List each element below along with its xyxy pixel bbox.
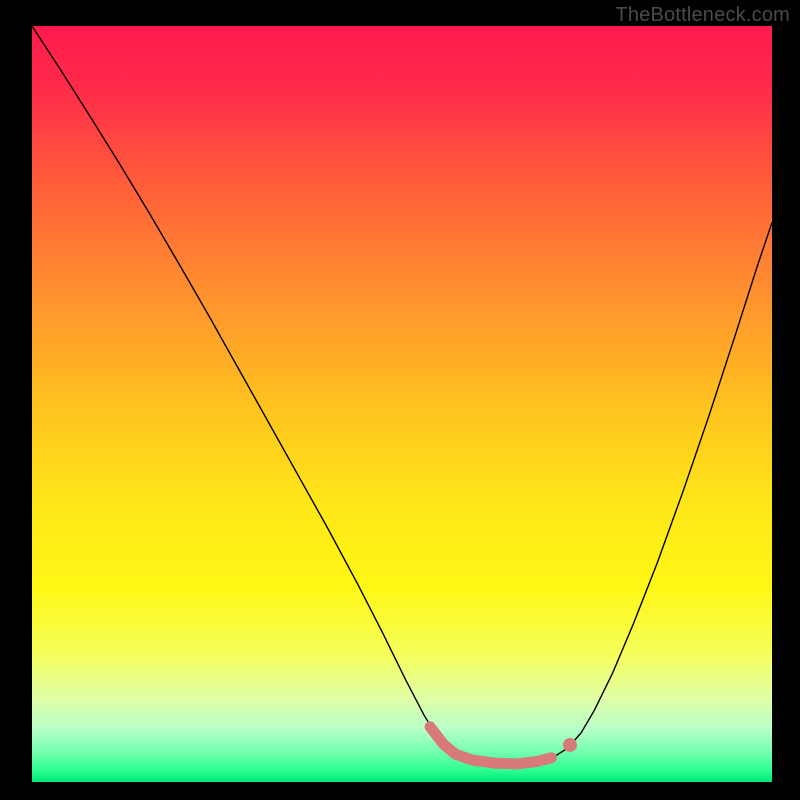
watermark-text: TheBottleneck.com [615,4,790,27]
bottleneck-chart [0,0,800,800]
